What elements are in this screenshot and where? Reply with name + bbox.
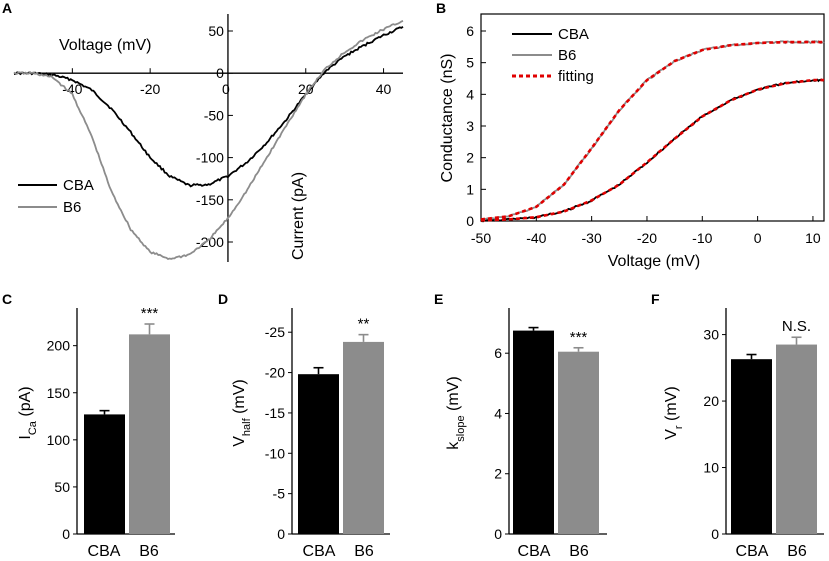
- bar-cba: [298, 374, 339, 534]
- y-tick-label: 2: [466, 150, 474, 166]
- y-tick-label: 0: [277, 526, 285, 542]
- category-label-cba: CBA: [518, 543, 551, 560]
- x-tick-label: 10: [805, 230, 821, 246]
- category-label-b6: B6: [354, 543, 374, 560]
- series-line-b6: [480, 40, 825, 221]
- y-tick-label: -5: [273, 486, 286, 502]
- y-tick-label: -100: [196, 150, 224, 166]
- panel-e-y-axis-label: kslope (mV): [445, 376, 467, 449]
- category-label-cba: CBA: [88, 543, 121, 560]
- y-tick-label: -150: [196, 192, 224, 208]
- legend-label-b6: B6: [63, 199, 81, 216]
- legend-label-b6: B6: [558, 47, 576, 64]
- y-tick-label: 0: [494, 526, 502, 542]
- x-tick-label: -20: [637, 230, 657, 246]
- bar-cba: [84, 414, 125, 534]
- y-tick-label: -15: [265, 405, 285, 421]
- significance-label: ***: [141, 305, 159, 322]
- y-tick-label: 5: [466, 55, 474, 71]
- y-tick-label: 200: [47, 338, 71, 354]
- significance-label: ***: [570, 329, 588, 346]
- bar-cba: [731, 359, 772, 534]
- legend-label-cba: CBA: [558, 26, 589, 43]
- y-tick-label: 0: [711, 526, 719, 542]
- panel-label-b: B: [436, 0, 446, 16]
- bar-b6: [558, 351, 599, 534]
- x-tick-label: -10: [692, 230, 712, 246]
- x-tick-label: 20: [298, 81, 314, 97]
- bar-b6: [129, 334, 170, 534]
- y-tick-label: 150: [47, 385, 71, 401]
- y-tick-label: -200: [196, 234, 224, 250]
- bar-cba: [513, 330, 554, 534]
- y-tick-label: 3: [466, 118, 474, 134]
- y-tick-label: 50: [208, 23, 224, 39]
- x-tick-label: 0: [754, 230, 762, 246]
- fit-line-3: [480, 40, 824, 221]
- x-axis-label: Voltage (mV): [59, 37, 151, 54]
- x-tick-label: -20: [140, 81, 160, 97]
- panel-c-y-axis-label: ICa (pA): [17, 386, 39, 439]
- panel-label-a: A: [2, 0, 12, 16]
- fit-line-2: [480, 78, 824, 222]
- y-tick-label: -25: [265, 324, 285, 340]
- y-tick-label: 6: [494, 345, 502, 361]
- significance-label: N.S.: [782, 318, 811, 335]
- significance-label: **: [358, 316, 370, 333]
- plot-frame: [480, 13, 825, 222]
- x-tick-label-zero: 0: [222, 81, 230, 97]
- y-tick-label: 0: [216, 65, 224, 81]
- category-label-cba: CBA: [736, 543, 769, 560]
- y-axis-label: Conductance (nS): [439, 54, 456, 183]
- bar-b6: [343, 341, 384, 534]
- legend-label-cba: CBA: [63, 177, 94, 194]
- y-tick-label: 0: [62, 526, 70, 542]
- y-tick-label: 100: [47, 432, 71, 448]
- x-tick-label: 40: [376, 81, 392, 97]
- x-tick-label: -40: [62, 81, 82, 97]
- y-tick-label: -20: [265, 365, 285, 381]
- category-label-b6: B6: [139, 543, 159, 560]
- y-tick-label: 4: [494, 405, 502, 421]
- x-tick-label: -30: [582, 230, 602, 246]
- panel-f-y-axis-label: Vr (mV): [663, 386, 685, 439]
- y-tick-label: 20: [703, 393, 719, 409]
- y-tick-label: 10: [703, 460, 719, 476]
- legend-label-fitting: fitting: [558, 68, 594, 85]
- y-tick-label: 50: [54, 479, 70, 495]
- series-line-b6: [13, 20, 404, 260]
- panel-label-e: E: [434, 291, 443, 307]
- series-line-cba: [480, 78, 825, 223]
- bar-b6: [776, 344, 817, 534]
- y-tick-label: 6: [466, 23, 474, 39]
- y-axis-label: Current (pA): [290, 172, 307, 260]
- y-tick-label: 2: [494, 466, 502, 482]
- panel-d-y-axis-label: Vhalf (mV): [231, 379, 253, 447]
- y-tick-label: 0: [466, 213, 474, 229]
- category-label-b6: B6: [787, 543, 807, 560]
- series-line-cba: [14, 26, 404, 188]
- panel-label-d: D: [218, 291, 228, 307]
- category-label-b6: B6: [569, 543, 589, 560]
- y-tick-label: 30: [703, 327, 719, 343]
- y-tick-label: -10: [265, 445, 285, 461]
- x-axis-label: Voltage (mV): [608, 253, 700, 270]
- y-tick-label: 1: [466, 181, 474, 197]
- x-tick-label: -40: [526, 230, 546, 246]
- y-tick-label: 4: [466, 86, 474, 102]
- category-label-cba: CBA: [303, 543, 336, 560]
- y-tick-label: -50: [204, 107, 224, 123]
- panel-label-c: C: [2, 291, 12, 307]
- x-tick-label: -50: [471, 230, 491, 246]
- panel-label-f: F: [651, 291, 660, 307]
